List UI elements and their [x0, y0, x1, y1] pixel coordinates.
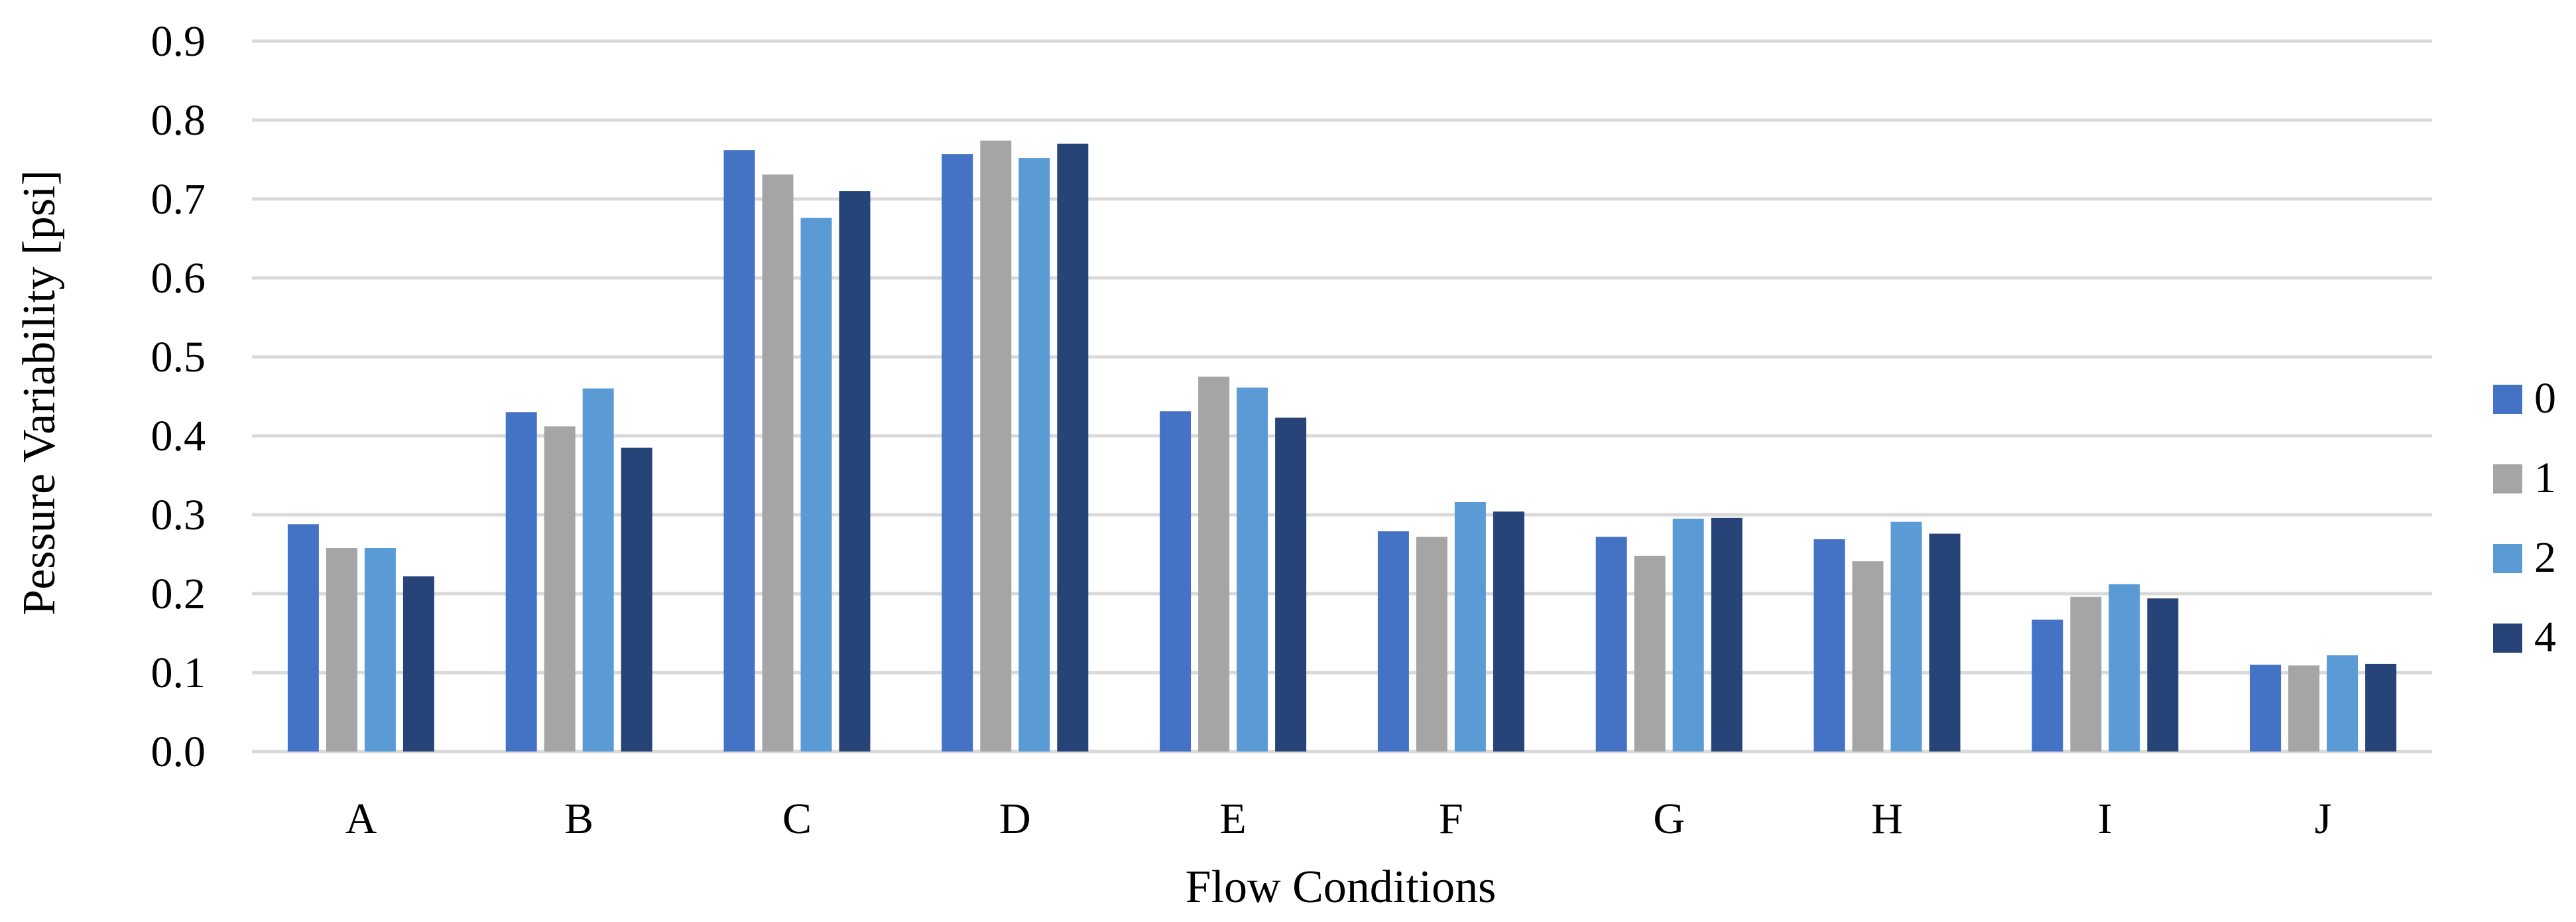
- y-tick-label: 0.3: [151, 491, 206, 539]
- bar-F-series-4: [1493, 511, 1524, 752]
- bar-D-series-0: [942, 154, 973, 752]
- bar-D-series-4: [1057, 143, 1089, 752]
- bar-G-series-1: [1634, 555, 1666, 752]
- gridlines: [252, 39, 2432, 754]
- bar-F-series-0: [1377, 531, 1409, 752]
- x-tick-label: I: [2098, 795, 2113, 843]
- legend-item: 2: [2493, 533, 2556, 582]
- legend-swatch: [2493, 385, 2522, 414]
- x-axis-title: Flow Conditions: [1186, 862, 1497, 913]
- y-axis-title: Pessure Variability [psi]: [14, 170, 65, 615]
- legend-swatch: [2493, 544, 2522, 573]
- legend-item: 1: [2493, 454, 2556, 502]
- y-axis-ticks: 0.0 0.1 0.2 0.3 0.4 0.5 0.6 0.7 0.8 0.9: [151, 17, 206, 776]
- bar-E-series-2: [1237, 387, 1268, 752]
- x-tick-label: J: [2315, 795, 2332, 843]
- x-tick-label: E: [1219, 795, 1246, 843]
- bar-A-series-0: [287, 524, 319, 752]
- bar-I-series-0: [2032, 620, 2063, 752]
- bar-J-series-4: [2365, 663, 2397, 752]
- x-tick-label: A: [345, 795, 377, 843]
- legend-item: 0: [2493, 374, 2556, 423]
- bar-G-series-2: [1672, 518, 1704, 752]
- x-tick-label: B: [564, 795, 593, 843]
- bar-A-series-1: [326, 547, 357, 752]
- y-tick-label: 0.2: [151, 570, 206, 618]
- bar-E-series-4: [1275, 417, 1307, 752]
- bar-F-series-2: [1454, 501, 1486, 752]
- bar-E-series-1: [1198, 376, 1230, 752]
- bar-B-series-1: [544, 426, 576, 752]
- bar-C-series-2: [800, 218, 832, 752]
- bar-H-series-0: [1813, 539, 1845, 752]
- bar-H-series-1: [1852, 561, 1884, 752]
- y-tick-label: 0.9: [151, 17, 206, 66]
- bar-D-series-1: [980, 140, 1012, 752]
- x-tick-label: H: [1871, 795, 1903, 843]
- x-axis-ticks: A B C D E F G H I J: [345, 795, 2332, 843]
- legend-label: 2: [2534, 533, 2556, 582]
- bar-I-series-2: [2109, 584, 2140, 752]
- y-tick-label: 0.8: [151, 96, 206, 145]
- bar-H-series-2: [1890, 521, 1922, 752]
- y-tick-label: 0.0: [151, 728, 206, 776]
- legend-label: 1: [2534, 454, 2556, 502]
- legend: 0 1 2 4: [2493, 374, 2556, 661]
- legend-label: 4: [2534, 613, 2556, 661]
- legend-swatch: [2493, 464, 2522, 494]
- bar-D-series-2: [1018, 158, 1050, 752]
- legend-swatch: [2493, 624, 2522, 653]
- bar-B-series-0: [505, 412, 537, 752]
- bar-G-series-4: [1711, 517, 1743, 752]
- legend-label: 0: [2534, 374, 2556, 423]
- x-tick-label: G: [1653, 795, 1685, 843]
- bars: [287, 140, 2397, 752]
- x-tick-label: C: [782, 795, 812, 843]
- bar-J-series-1: [2288, 665, 2320, 752]
- bar-J-series-2: [2327, 655, 2359, 752]
- bar-C-series-1: [762, 174, 794, 752]
- bar-G-series-0: [1595, 537, 1627, 752]
- bar-B-series-2: [582, 388, 614, 752]
- y-tick-label: 0.7: [151, 175, 206, 224]
- bar-B-series-4: [621, 447, 652, 752]
- bar-A-series-2: [364, 547, 396, 752]
- y-tick-label: 0.5: [151, 333, 206, 381]
- x-tick-label: D: [999, 795, 1031, 843]
- y-tick-label: 0.4: [151, 412, 206, 460]
- bar-F-series-1: [1416, 537, 1447, 752]
- bar-E-series-0: [1160, 411, 1192, 752]
- bar-I-series-4: [2147, 598, 2179, 752]
- bar-J-series-0: [2250, 665, 2282, 752]
- bar-C-series-0: [723, 150, 755, 752]
- bar-A-series-4: [402, 576, 434, 752]
- x-tick-label: F: [1439, 795, 1463, 843]
- y-tick-label: 0.1: [151, 649, 206, 697]
- y-tick-label: 0.6: [151, 254, 206, 302]
- bar-I-series-1: [2070, 596, 2102, 752]
- legend-item: 4: [2493, 613, 2556, 661]
- bar-C-series-4: [839, 191, 871, 752]
- bar-H-series-4: [1929, 533, 1961, 752]
